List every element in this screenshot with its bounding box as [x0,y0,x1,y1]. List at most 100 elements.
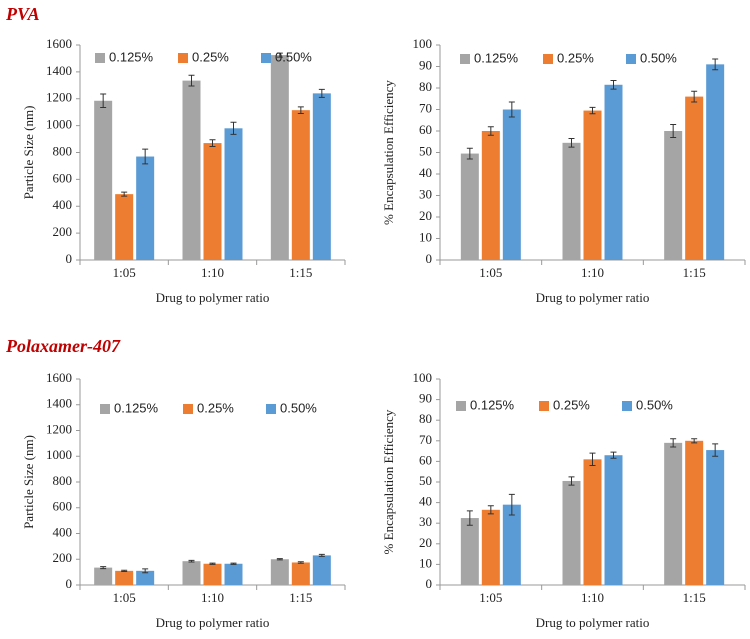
bar [136,570,155,585]
y-tick-label: 80 [419,411,432,426]
bar [583,110,602,260]
bar [685,96,704,260]
y-tick-label: 40 [419,165,432,180]
y-tick-label: 400 [53,524,73,539]
bar [685,440,704,585]
y-tick-label: 400 [53,197,73,212]
y-tick-label: 200 [53,224,73,239]
legend-swatch [626,54,636,64]
x-axis-label: Drug to polymer ratio [156,615,270,630]
bar [312,93,331,260]
bar [203,563,222,585]
legend-label: 0.50% [636,397,673,412]
x-tick-label: 1:05 [479,265,502,280]
y-tick-label: 60 [419,452,432,467]
legend-swatch [178,53,188,63]
x-tick-label: 1:05 [113,590,136,605]
bar [94,567,113,585]
error-bar [297,106,304,115]
y-tick-label: 200 [53,550,73,565]
y-tick-label: 800 [53,473,73,488]
bar [182,561,201,585]
x-tick-label: 1:15 [289,265,312,280]
legend-label: 0.125% [109,49,154,64]
y-axis-label: % Encapsulation Efficiency [381,80,396,225]
x-tick-label: 1:15 [683,590,706,605]
error-bar [568,138,575,148]
legend-swatch [183,404,193,414]
x-tick-label: 1:15 [289,590,312,605]
legend-swatch [266,404,276,414]
bar [312,555,331,585]
error-bar [508,101,515,118]
y-tick-label: 20 [419,535,432,550]
bar [115,194,134,260]
bar [583,459,602,585]
legend-swatch [261,53,271,63]
y-tick-label: 0 [66,251,73,266]
bar [706,450,725,585]
x-axis-label: Drug to polymer ratio [536,615,650,630]
bar [604,84,623,261]
y-tick-label: 1400 [46,396,72,411]
y-tick-label: 0 [426,576,433,591]
bar [203,143,222,260]
bar [562,480,581,585]
y-tick-label: 20 [419,208,432,223]
error-bar [230,562,237,565]
bar [224,128,243,260]
legend-swatch [460,54,470,64]
legend-swatch [543,54,553,64]
section-heading: PVA [5,4,40,24]
x-tick-label: 1:10 [201,590,224,605]
x-tick-label: 1:05 [479,590,502,605]
error-bar [508,493,515,516]
bar [270,559,289,585]
bar [604,455,623,585]
bar [706,64,725,260]
error-bar [230,121,237,135]
bar [182,80,201,260]
legend-label: 0.25% [197,400,234,415]
x-tick-label: 1:10 [581,590,604,605]
error-bar [121,191,128,197]
bar [460,518,479,585]
y-tick-label: 90 [419,391,432,406]
y-tick-label: 1200 [46,90,72,105]
bar [270,55,289,260]
x-tick-label: 1:10 [201,265,224,280]
y-tick-label: 1000 [46,447,72,462]
bar [115,570,134,585]
legend-swatch [622,401,632,411]
legend-label: 0.50% [640,50,677,65]
legend-label: 0.125% [114,400,159,415]
bar [502,109,521,260]
legend-label: 0.25% [192,49,229,64]
y-tick-label: 600 [53,170,73,185]
error-bar [466,510,473,526]
error-bar [318,553,325,557]
y-tick-label: 100 [413,36,433,51]
error-bar [142,148,149,165]
y-tick-label: 80 [419,79,432,94]
bar [136,156,155,260]
error-bar [466,147,473,160]
y-tick-label: 30 [419,186,432,201]
error-bar [121,569,128,572]
y-tick-label: 100 [413,370,433,385]
error-bar [691,90,698,103]
y-tick-label: 70 [419,100,432,115]
error-bar [188,559,195,563]
y-tick-label: 70 [419,432,432,447]
bar [562,142,581,260]
legend-swatch [539,401,549,411]
legend-label: 0.25% [557,50,594,65]
bar [224,563,243,585]
y-axis-label: % Encapsulation Efficiency [381,409,396,554]
y-tick-label: 1600 [46,36,72,51]
bar [664,131,683,260]
y-tick-label: 50 [419,143,432,158]
y-tick-label: 60 [419,122,432,137]
bar [291,562,310,585]
legend-label: 0.50% [280,400,317,415]
